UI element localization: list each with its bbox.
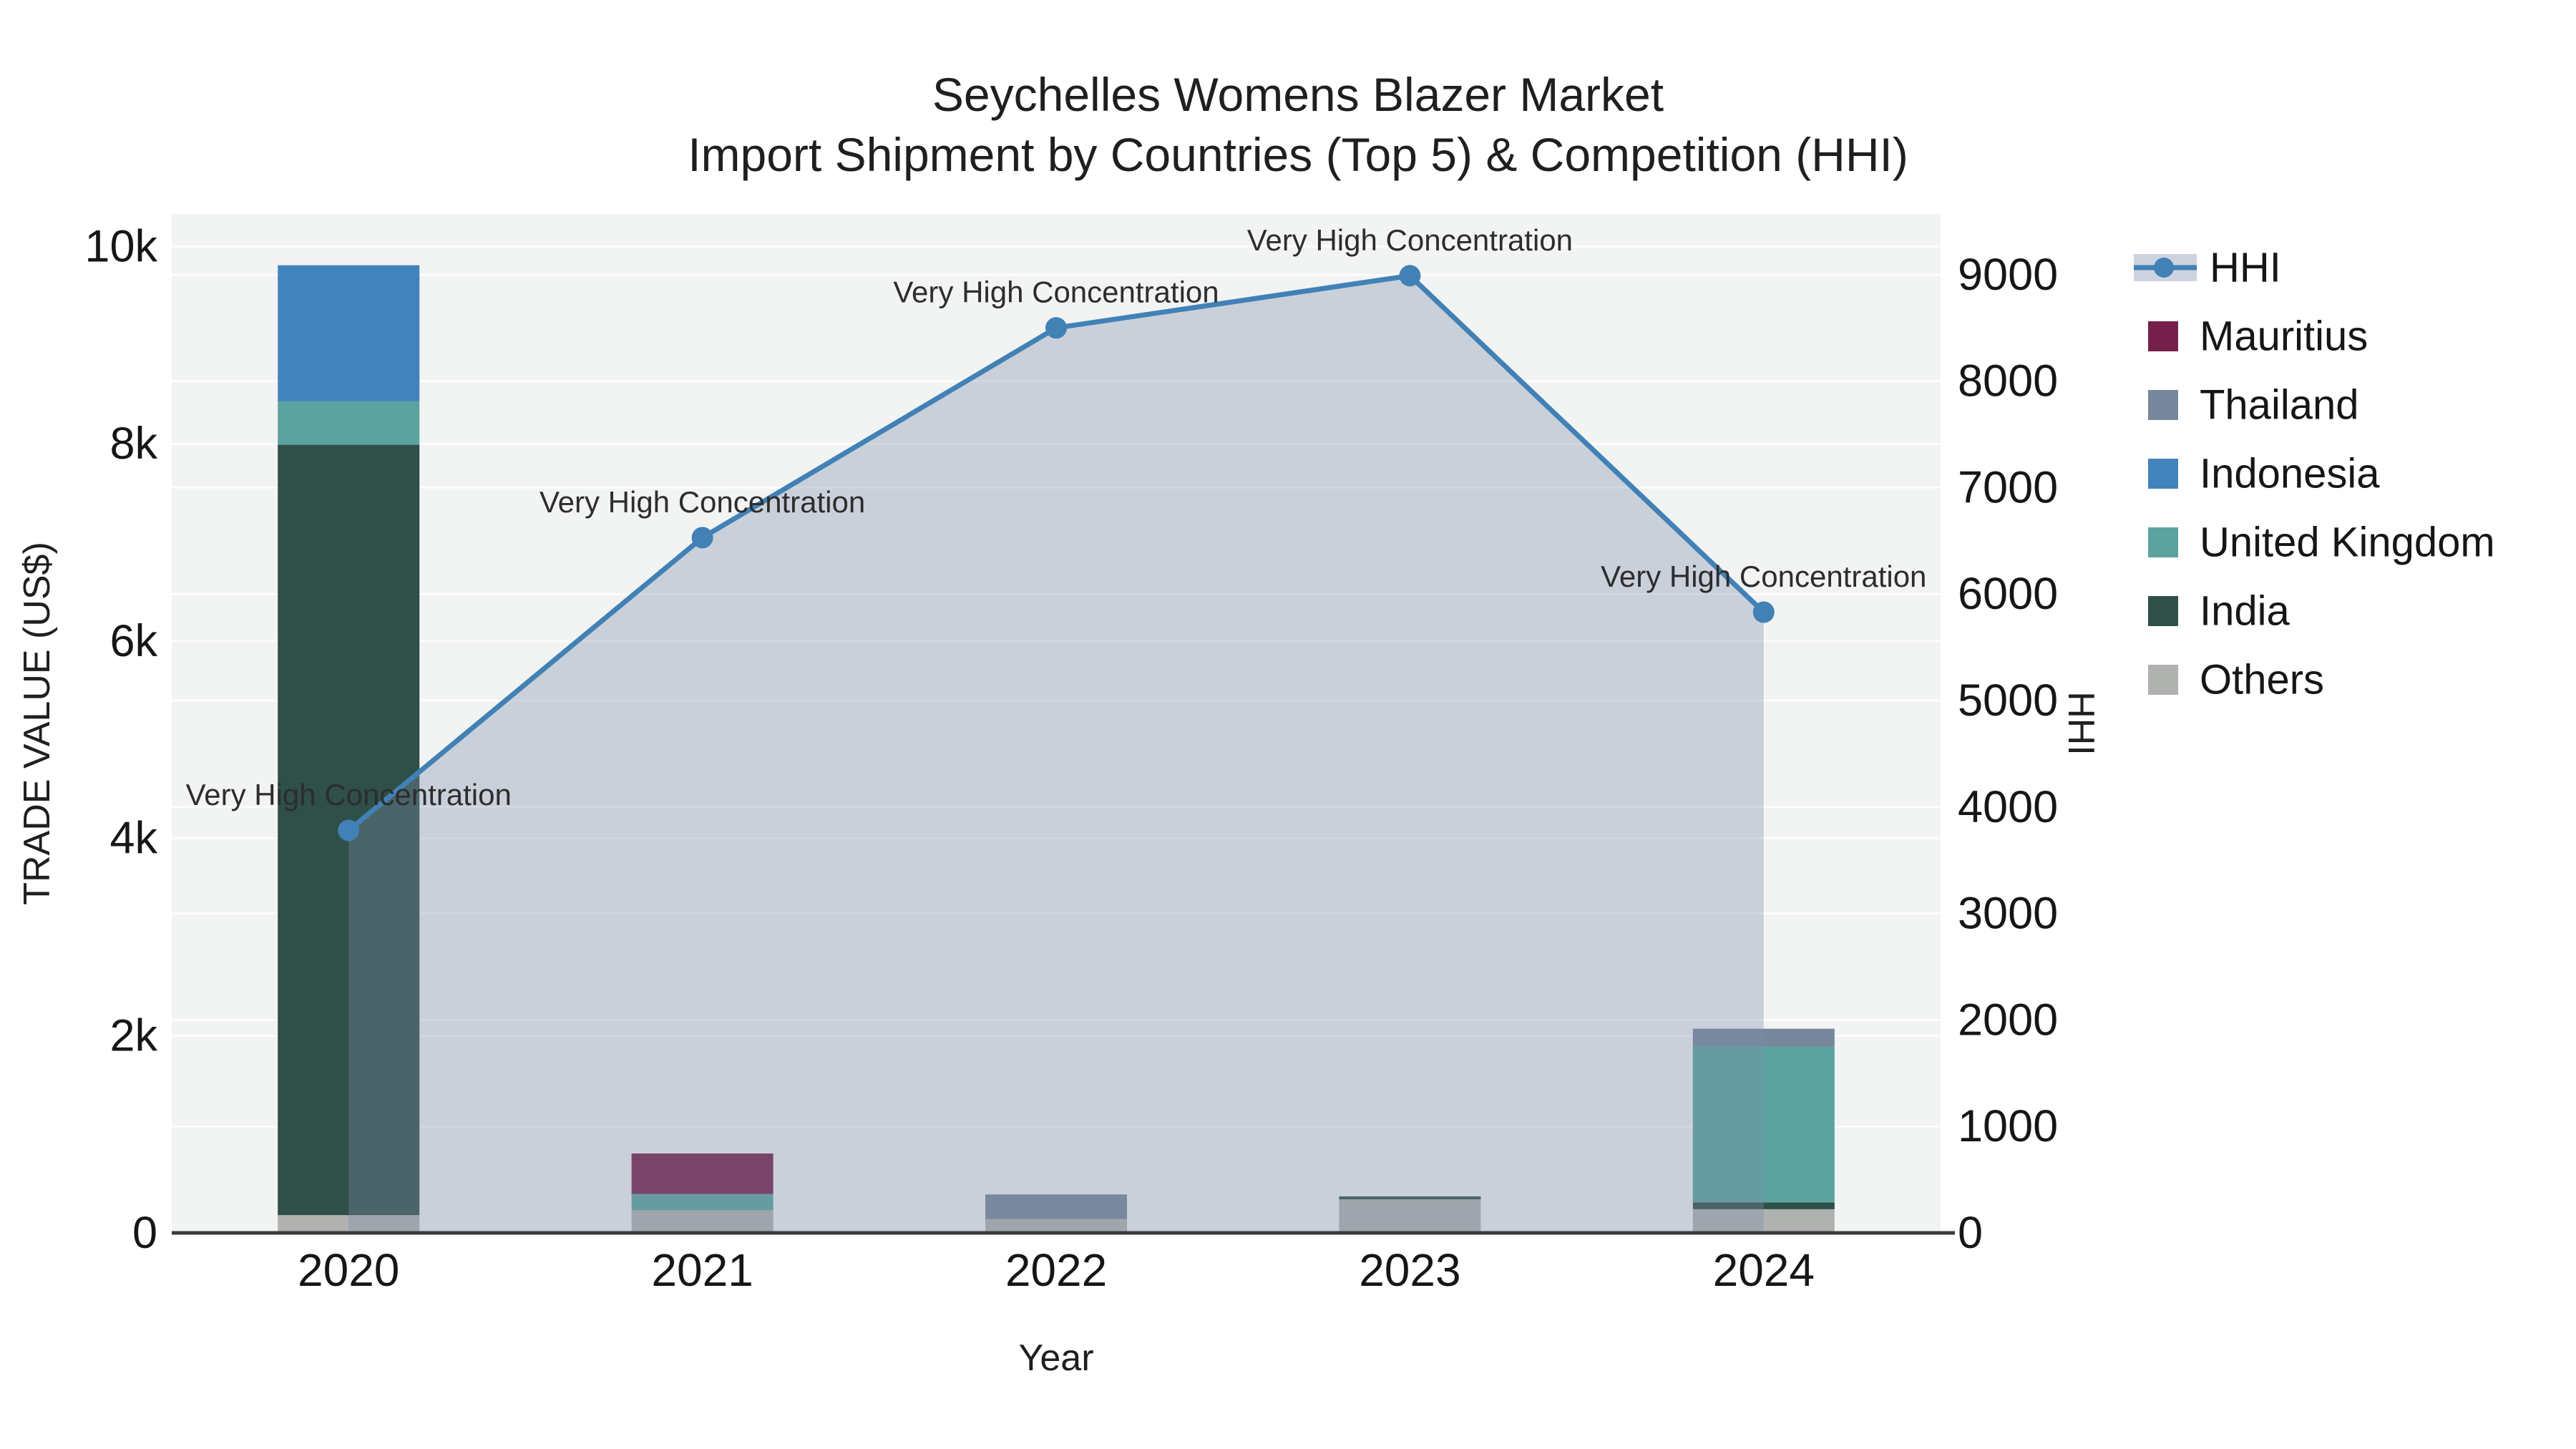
x-axis-tick-label: 2021 xyxy=(651,1244,753,1296)
legend-item-united-kingdom[interactable]: United Kingdom xyxy=(2148,519,2495,566)
legend-label: Mauritius xyxy=(2200,313,2368,360)
bar-segment-india-2024[interactable] xyxy=(1692,1202,1835,1209)
bar-segment-others-2020[interactable] xyxy=(278,1215,420,1233)
left-axis-title: TRADE VALUE (US$) xyxy=(16,542,58,905)
legend-swatch-icon xyxy=(2148,390,2178,420)
left-axis-tick-label: 2k xyxy=(109,1010,157,1060)
bar-segment-thailand-2024[interactable] xyxy=(1692,1028,1835,1047)
legend-label: HHI xyxy=(2210,245,2281,291)
right-axis-tick-label: 2000 xyxy=(1958,995,2058,1045)
bar-segment-thailand-2022[interactable] xyxy=(985,1194,1127,1219)
left-axis-tick-label: 10k xyxy=(84,221,157,271)
right-axis-tick-label: 3000 xyxy=(1958,889,2058,939)
hhi-marker-2022[interactable] xyxy=(1045,317,1067,339)
right-axis-tick-label: 8000 xyxy=(1958,356,2058,406)
legend-label: United Kingdom xyxy=(2200,519,2495,566)
chart-title-line2: Import Shipment by Countries (Top 5) & C… xyxy=(688,128,1908,181)
bar-segment-others-2022[interactable] xyxy=(985,1219,1127,1233)
right-axis-tick-label: 4000 xyxy=(1958,782,2058,832)
hhi-marker-2023[interactable] xyxy=(1399,265,1421,287)
legend-label: Thailand xyxy=(2200,382,2358,429)
bar-segment-others-2021[interactable] xyxy=(631,1210,774,1233)
annotation-very-high-concentration-2024: Very High Concentration xyxy=(1601,560,1926,593)
legend-item-thailand[interactable]: Thailand xyxy=(2148,382,2358,429)
right-axis-tick-label: 9000 xyxy=(1958,250,2058,300)
legend-label: Indonesia xyxy=(2200,451,2380,497)
legend-label: India xyxy=(2200,588,2290,635)
bar-segment-others-2023[interactable] xyxy=(1339,1199,1481,1233)
left-axis-tick-label: 8k xyxy=(109,419,157,469)
legend-swatch-icon xyxy=(2148,321,2178,351)
bar-segment-united-kingdom-2024[interactable] xyxy=(1692,1046,1835,1203)
hhi-marker-2021[interactable] xyxy=(691,527,713,549)
right-axis-tick-label: 5000 xyxy=(1958,675,2058,726)
right-axis-tick-label: 1000 xyxy=(1958,1101,2058,1151)
bar-segment-united-kingdom-2021[interactable] xyxy=(631,1194,774,1211)
legend-item-mauritius[interactable]: Mauritius xyxy=(2148,313,2368,360)
bar-segment-others-2024[interactable] xyxy=(1692,1209,1835,1233)
legend-item-india[interactable]: India xyxy=(2148,588,2290,635)
x-axis-tick-label: 2022 xyxy=(1005,1244,1107,1296)
hhi-marker-2020[interactable] xyxy=(338,819,360,841)
legend-item-hhi[interactable]: HHI xyxy=(2134,245,2281,291)
annotation-very-high-concentration-2023: Very High Concentration xyxy=(1247,223,1573,257)
x-axis-tick-label: 2024 xyxy=(1713,1244,1815,1296)
annotation-very-high-concentration-2022: Very High Concentration xyxy=(893,275,1219,309)
legend-swatch-icon xyxy=(2148,596,2178,626)
left-axis-tick-label: 4k xyxy=(109,814,157,864)
x-axis-title: Year xyxy=(1018,1337,1093,1379)
hhi-legend-marker-icon xyxy=(2154,258,2174,278)
right-axis-tick-label: 0 xyxy=(1958,1208,1983,1258)
x-axis-tick-label: 2020 xyxy=(298,1244,399,1296)
bar-segment-mauritius-2021[interactable] xyxy=(631,1153,774,1194)
left-axis-tick-label: 0 xyxy=(132,1208,157,1258)
x-axis-tick-label: 2023 xyxy=(1359,1244,1460,1296)
legend-label: Others xyxy=(2200,657,2324,703)
legend-swatch-icon xyxy=(2148,459,2178,489)
hhi-area-fill xyxy=(348,275,1764,1234)
legend-item-indonesia[interactable]: Indonesia xyxy=(2148,451,2380,497)
right-axis-title: HHI xyxy=(2060,691,2102,756)
bar-segment-indonesia-2020[interactable] xyxy=(278,265,420,401)
annotation-very-high-concentration-2021: Very High Concentration xyxy=(540,485,865,519)
legend-swatch-icon xyxy=(2148,665,2178,695)
right-axis-tick-label: 6000 xyxy=(1958,569,2058,619)
bar-segment-india-2023[interactable] xyxy=(1339,1196,1481,1200)
annotation-very-high-concentration-2020: Very High Concentration xyxy=(186,778,512,811)
legend-swatch-icon xyxy=(2148,527,2178,557)
right-axis-tick-label: 7000 xyxy=(1958,462,2058,512)
legend-item-others[interactable]: Others xyxy=(2148,657,2324,703)
chart-title-line1: Seychelles Womens Blazer Market xyxy=(932,68,1664,121)
left-axis-tick-label: 6k xyxy=(109,616,157,666)
plot-background xyxy=(172,214,1941,1233)
hhi-marker-2024[interactable] xyxy=(1752,601,1775,623)
bar-segment-united-kingdom-2020[interactable] xyxy=(278,401,420,445)
